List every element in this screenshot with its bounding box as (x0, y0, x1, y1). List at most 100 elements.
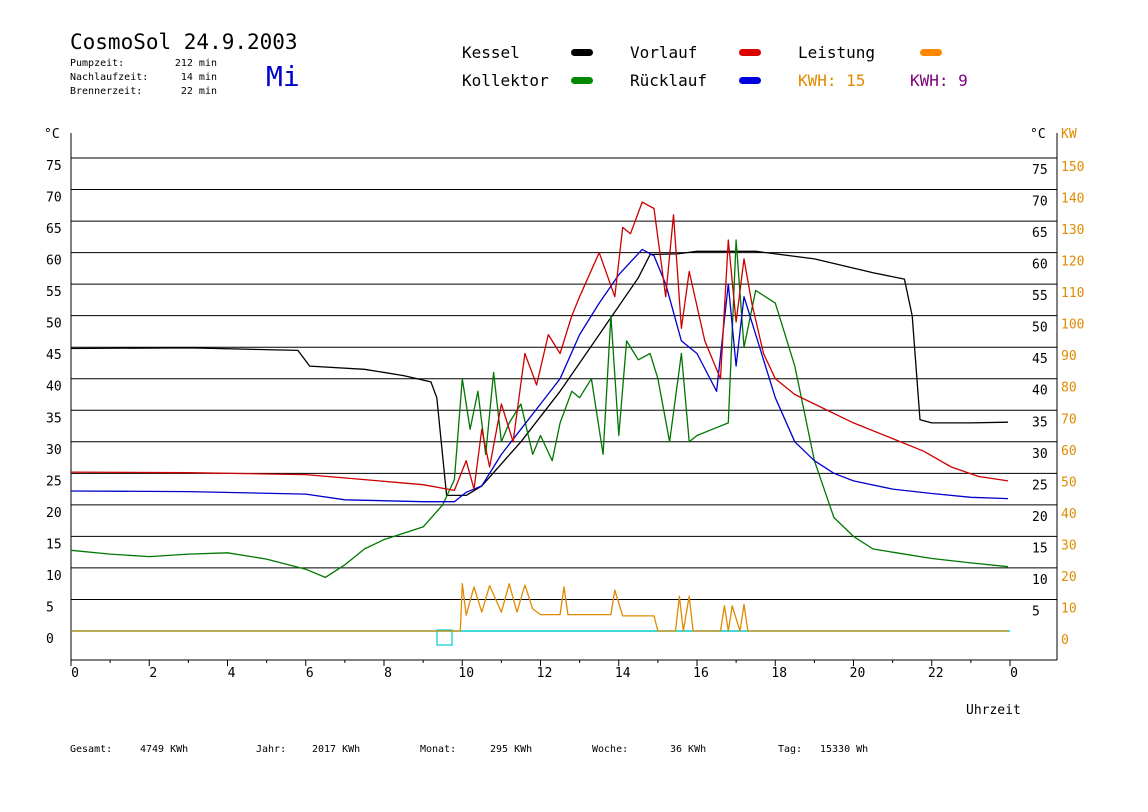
y-tick-label-right: 50 (1032, 321, 1048, 336)
legend-label-kollektor: Kollektor (462, 71, 549, 90)
y-tick-label-power: 60 (1061, 444, 1077, 459)
y-tick-label-right: 15 (1032, 541, 1048, 556)
x-tick-label: 22 (928, 666, 944, 681)
legend-label-vorlauf: Vorlauf (630, 43, 698, 62)
x-tick-label: 2 (149, 666, 157, 681)
y-axis-unit-left: °C (44, 127, 60, 142)
y-tick-label-left: 5 (46, 600, 54, 615)
y-tick-label-right: 75 (1032, 163, 1048, 178)
footer-label-tag: Tag: (778, 744, 803, 755)
y-tick-label-left: 40 (46, 380, 62, 395)
y-tick-label-right: 5 (1032, 604, 1040, 619)
y-tick-label-power: 50 (1061, 475, 1077, 490)
legend-swatch-ruecklauf (739, 77, 761, 84)
y-axis-unit-power: KW (1061, 127, 1077, 142)
y-tick-label-right: 40 (1032, 384, 1048, 399)
time-marker (436, 629, 453, 646)
legend-swatch-kessel (571, 49, 593, 56)
y-tick-label-power: 110 (1061, 286, 1084, 301)
x-tick-label: 0 (71, 666, 79, 681)
y-tick-label-power: 140 (1061, 192, 1084, 207)
y-tick-label-left: 10 (46, 569, 62, 584)
y-tick-label-left: 25 (46, 474, 62, 489)
legend-swatch-vorlauf (739, 49, 761, 56)
y-tick-label-right: 20 (1032, 510, 1048, 525)
footer-label-gesamt: Gesamt: (70, 744, 113, 755)
y-tick-label-power: 0 (1061, 633, 1069, 648)
footer-value-monat: 295 KWh (490, 744, 533, 755)
stat-label-brennerzeit: Brennerzeit: (70, 86, 143, 97)
y-tick-label-left: 55 (46, 285, 62, 300)
y-tick-label-power: 90 (1061, 349, 1077, 364)
y-tick-label-right: 70 (1032, 195, 1048, 210)
weekday-label: Mi (266, 60, 300, 93)
series-line-vorlauf (70, 201, 1009, 492)
x-tick-label: 14 (615, 666, 631, 681)
y-tick-label-left: 0 (46, 632, 54, 647)
stat-value-pumpzeit: 212 min (174, 58, 217, 69)
stat-label-nachlaufzeit: Nachlaufzeit: (70, 72, 149, 83)
y-tick-label-power: 40 (1061, 507, 1077, 522)
y-tick-label-right: 60 (1032, 258, 1048, 273)
y-tick-label-power: 150 (1061, 160, 1084, 175)
footer-value-gesamt: 4749 KWh (140, 744, 189, 755)
y-tick-label-left: 60 (46, 254, 62, 269)
y-tick-label-power: 20 (1061, 570, 1077, 585)
y-tick-label-right: 65 (1032, 226, 1048, 241)
x-tick-label: 18 (771, 666, 787, 681)
x-tick-label: 16 (693, 666, 709, 681)
footer-value-woche: 36 KWh (670, 744, 707, 755)
footer-label-monat: Monat: (420, 744, 457, 755)
x-tick-label: 12 (537, 666, 553, 681)
footer-label-woche: Woche: (592, 744, 629, 755)
y-tick-label-left: 20 (46, 506, 62, 521)
chart-title: CosmoSol 24.9.2003 (70, 30, 298, 54)
y-tick-label-left: 45 (46, 348, 62, 363)
y-axis-unit-right: °C (1030, 127, 1046, 142)
series-line-rcklauf (70, 248, 1009, 503)
y-tick-label-left: 30 (46, 443, 62, 458)
x-tick-label: 8 (384, 666, 392, 681)
y-tick-label-right: 55 (1032, 289, 1048, 304)
x-tick-label: 10 (458, 666, 474, 681)
y-tick-label-right: 10 (1032, 573, 1048, 588)
y-tick-label-power: 70 (1061, 412, 1077, 427)
y-tick-label-power: 30 (1061, 538, 1077, 553)
y-tick-label-power: 100 (1061, 318, 1084, 333)
y-tick-label-power: 10 (1061, 601, 1077, 616)
footer-value-jahr: 2017 KWh (312, 744, 361, 755)
y-tick-label-left: 15 (46, 537, 62, 552)
y-tick-label-power: 120 (1061, 255, 1084, 270)
x-axis-label: Uhrzeit (966, 703, 1021, 718)
kwh-leistung: KWH: 15 (798, 71, 866, 90)
stat-value-brennerzeit: 22 min (180, 86, 217, 97)
series-line-leistung (71, 583, 1008, 632)
y-tick-label-right: 30 (1032, 447, 1048, 462)
y-tick-label-left: 50 (46, 317, 62, 332)
kwh-secondary: KWH: 9 (910, 71, 968, 90)
series-line-kessel (70, 250, 1009, 497)
y-tick-label-right: 45 (1032, 352, 1048, 367)
x-tick-label: 4 (228, 666, 236, 681)
legend-label-leistung: Leistung (798, 43, 876, 62)
x-tick-label: 0 (1010, 666, 1018, 681)
y-tick-label-power: 130 (1061, 223, 1084, 238)
footer-value-tag: 15330 Wh (820, 744, 869, 755)
x-tick-label: 6 (306, 666, 314, 681)
stat-label-pumpzeit: Pumpzeit: (70, 58, 125, 69)
footer-label-jahr: Jahr: (256, 744, 287, 755)
legend-label-ruecklauf: Rücklauf (630, 71, 708, 90)
series-line-kollektor (70, 239, 1009, 579)
x-tick-label: 20 (850, 666, 866, 681)
y-tick-label-left: 70 (46, 191, 62, 206)
stat-value-nachlaufzeit: 14 min (180, 72, 217, 83)
legend-swatch-leistung (920, 49, 942, 56)
y-tick-label-left: 65 (46, 222, 62, 237)
y-tick-label-right: 35 (1032, 415, 1048, 430)
y-tick-label-right: 25 (1032, 478, 1048, 493)
legend-swatch-kollektor (571, 77, 593, 84)
y-tick-label-left: 75 (46, 159, 62, 174)
y-tick-label-power: 80 (1061, 381, 1077, 396)
y-tick-label-left: 35 (46, 411, 62, 426)
